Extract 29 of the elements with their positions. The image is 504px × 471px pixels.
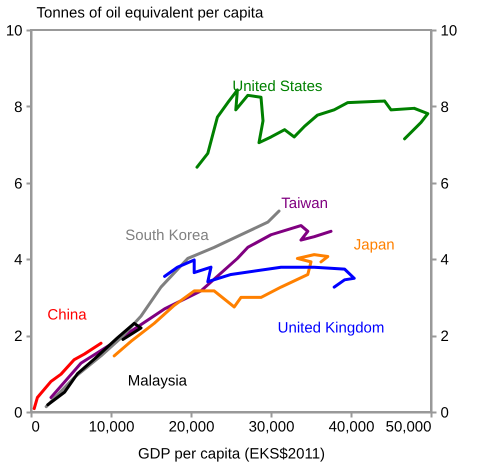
line-series	[32, 342, 102, 410]
x-tick-label: 40,000	[328, 418, 374, 436]
y-tick-label: 8	[14, 98, 22, 116]
x-tick-label: 50,000	[386, 418, 432, 436]
y-tick-label: 4	[14, 252, 22, 269]
series-label: United States	[232, 78, 322, 95]
y-tick-label: 10	[6, 22, 22, 40]
y2-tick-label: 0	[440, 404, 449, 422]
line-series	[163, 258, 356, 289]
x-tick-label: 30,000	[248, 418, 294, 436]
y2-tick-label: 6	[440, 175, 449, 192]
y2-tick-label: 8	[440, 98, 449, 116]
series-label: China	[47, 306, 88, 324]
text: United Kingdom	[278, 320, 384, 337]
series-label: Japan	[354, 236, 395, 254]
y-axis-title: Tonnes of oil equivalent per capita	[36, 4, 264, 22]
y-tick-label: 2	[14, 328, 22, 346]
x-tick-label: 10,000	[88, 418, 134, 436]
text: Malaysia	[128, 372, 188, 390]
y2-tick-label: 2	[440, 328, 449, 346]
x-axis-title: GDP per capita (EKS$2011)	[138, 446, 326, 462]
y2-tick-label: 4	[440, 252, 449, 269]
x-tick-label: 20,000	[168, 418, 214, 436]
x-tick-label: 0	[32, 418, 40, 436]
series-label: Taiwan	[281, 195, 328, 212]
y2-tick-label: 10	[440, 22, 458, 40]
y-tick-label: 0	[14, 404, 22, 422]
y-tick-label: 6	[14, 175, 22, 192]
series-label: South Korea	[125, 226, 210, 244]
